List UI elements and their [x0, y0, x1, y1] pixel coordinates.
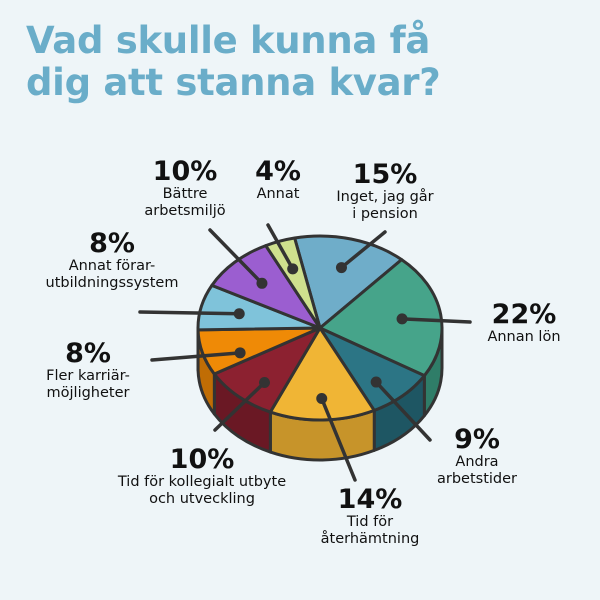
pie-slice-1	[293, 234, 404, 330]
leader-dot-3	[370, 376, 382, 388]
leader-line-9	[266, 223, 295, 271]
leader-line-5	[213, 380, 267, 432]
slice-pct-label-7: 8%	[89, 228, 135, 259]
slice-label-3-line-2: arbetstider	[437, 471, 517, 487]
slice-label-2-line-1: Annan lön	[487, 329, 560, 345]
title-line-2: dig att stanna kvar?	[26, 61, 441, 104]
leader-line-6	[150, 351, 242, 362]
leader-dot-1	[335, 262, 347, 274]
leader-dot-2	[396, 313, 408, 325]
leader-lines	[138, 223, 472, 482]
slice-label-8-line-1: Bättre	[163, 186, 208, 202]
title-line-1: Vad skulle kunna få	[26, 19, 431, 62]
slice-label-7-line-1: Annat förar-	[69, 258, 156, 274]
leader-line-7	[138, 310, 241, 316]
leader-line-8	[208, 228, 264, 286]
slice-label-4-line-1: Tid för	[346, 514, 393, 530]
slice-label-8-line-2: arbetsmiljö	[144, 203, 225, 219]
slice-label-5-line-2: och utveckling	[149, 491, 255, 507]
leader-line-4	[319, 396, 357, 482]
pie-slice-9	[264, 236, 322, 330]
slice-pct-label-3: 9%	[454, 424, 500, 455]
slice-pct-label-1: 15%	[353, 159, 418, 190]
slice-label-1-line-1: Inget, jag går	[336, 188, 433, 205]
pie-slice-4	[268, 326, 376, 422]
leader-dot-4	[316, 393, 328, 405]
slice-pct-label-4: 14%	[338, 484, 403, 515]
slice-label-6-line-1: Fler karriär-	[46, 368, 130, 384]
leader-dot-5	[258, 376, 270, 388]
slice-label-6-line-2: möjligheter	[47, 385, 130, 401]
leader-dot-7	[233, 308, 245, 320]
chart-title: Vad skulle kunna få dig att stanna kvar?	[26, 20, 586, 104]
slice-pct-label-8: 10%	[153, 156, 218, 187]
leader-dot-9	[287, 263, 299, 275]
slice-pct-label-2: 22%	[492, 299, 557, 330]
slice-label-3-line-1: Andra	[455, 454, 498, 470]
slice-label-9-line-1: Annat	[257, 186, 300, 202]
leader-line-3	[374, 380, 432, 442]
slice-label-7-line-2: utbildningssystem	[46, 275, 179, 291]
leader-line-1	[339, 230, 387, 270]
leader-dot-8	[256, 277, 268, 289]
slice-label-1-line-2: i pension	[352, 206, 418, 222]
slice-pct-label-5: 10%	[170, 444, 235, 475]
slice-label-4-line-2: återhämtning	[321, 530, 420, 547]
slice-pct-label-6: 8%	[65, 338, 111, 369]
leader-line-2	[400, 317, 472, 324]
leader-dot-6	[234, 347, 246, 359]
pie-slices	[196, 234, 444, 422]
slice-pct-label-9: 4%	[255, 156, 301, 187]
pie-slice-2	[318, 258, 444, 378]
slice-label-5-line-1: Tid för kollegialt utbyte	[117, 474, 286, 490]
